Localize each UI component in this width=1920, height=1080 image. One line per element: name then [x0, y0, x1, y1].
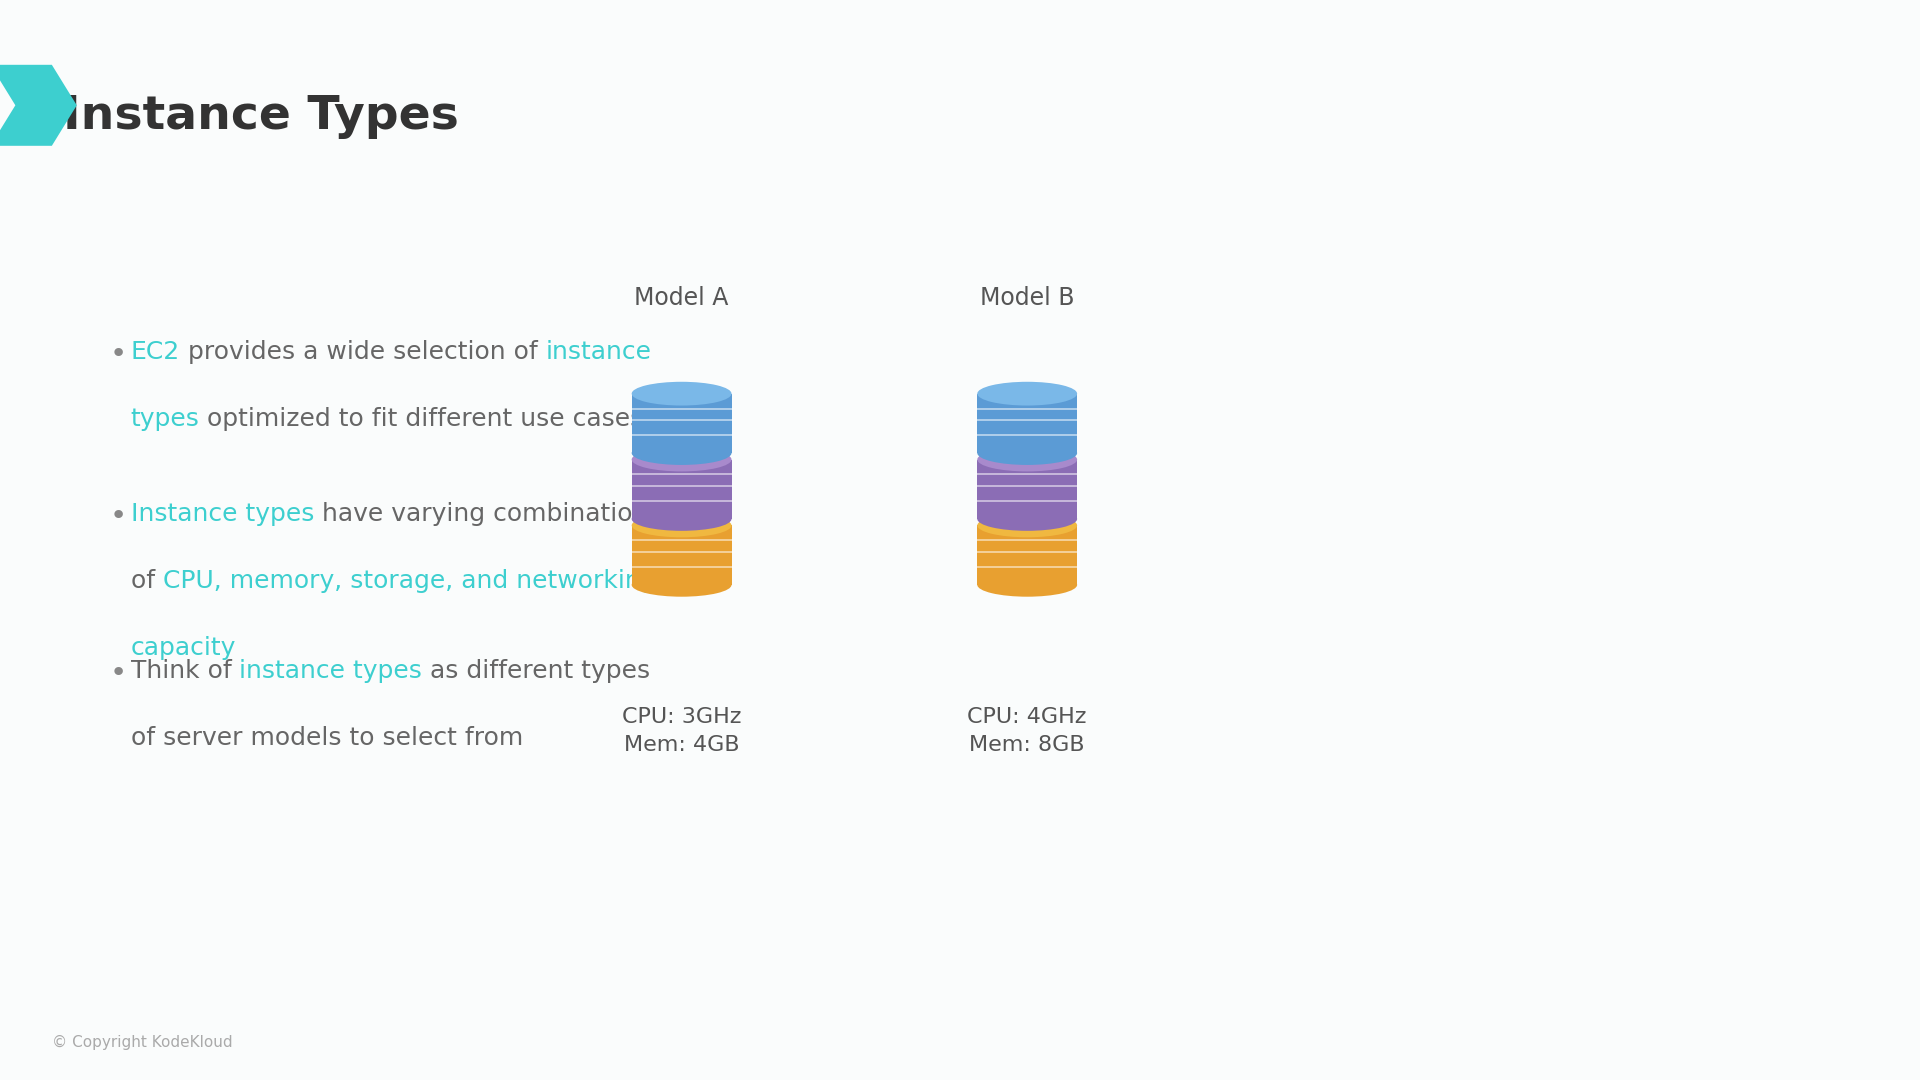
Bar — [632, 459, 732, 518]
Ellipse shape — [977, 572, 1077, 596]
Text: capacity: capacity — [131, 636, 236, 660]
Ellipse shape — [632, 382, 732, 406]
Ellipse shape — [977, 447, 1077, 471]
Text: Instance Types: Instance Types — [63, 94, 459, 139]
Text: CPU, memory, storage, and networking: CPU, memory, storage, and networking — [163, 569, 657, 593]
Bar — [977, 393, 1077, 453]
Ellipse shape — [977, 514, 1077, 538]
Text: of: of — [131, 569, 163, 593]
Text: instance: instance — [545, 340, 651, 364]
Ellipse shape — [977, 441, 1077, 464]
Bar — [632, 393, 732, 453]
Text: instance types: instance types — [240, 659, 422, 683]
Text: CPU: 3GHz
Mem: 4GB: CPU: 3GHz Mem: 4GB — [622, 707, 741, 755]
Text: Model A: Model A — [634, 286, 730, 310]
Ellipse shape — [632, 572, 732, 596]
Ellipse shape — [632, 507, 732, 530]
Text: © Copyright KodeKloud: © Copyright KodeKloud — [52, 1035, 232, 1050]
Text: •: • — [109, 340, 127, 368]
Bar — [977, 459, 1077, 518]
Text: have varying combinations: have varying combinations — [315, 502, 660, 526]
Polygon shape — [0, 65, 77, 146]
Ellipse shape — [632, 514, 732, 538]
Ellipse shape — [977, 382, 1077, 406]
Ellipse shape — [632, 447, 732, 471]
Text: Instance types: Instance types — [131, 502, 315, 526]
Text: Think of: Think of — [131, 659, 240, 683]
Text: •: • — [109, 659, 127, 687]
Text: EC2: EC2 — [131, 340, 180, 364]
Text: provides a wide selection of: provides a wide selection of — [180, 340, 545, 364]
Ellipse shape — [632, 441, 732, 464]
Text: Model B: Model B — [979, 286, 1075, 310]
Text: optimized to fit different use cases: optimized to fit different use cases — [200, 407, 643, 431]
Text: •: • — [109, 502, 127, 530]
Text: of server models to select from: of server models to select from — [131, 726, 522, 750]
Bar — [977, 526, 1077, 585]
Text: types: types — [131, 407, 200, 431]
Text: as different types: as different types — [422, 659, 651, 683]
Text: CPU: 4GHz
Mem: 8GB: CPU: 4GHz Mem: 8GB — [968, 707, 1087, 755]
Ellipse shape — [977, 507, 1077, 530]
Bar — [632, 526, 732, 585]
